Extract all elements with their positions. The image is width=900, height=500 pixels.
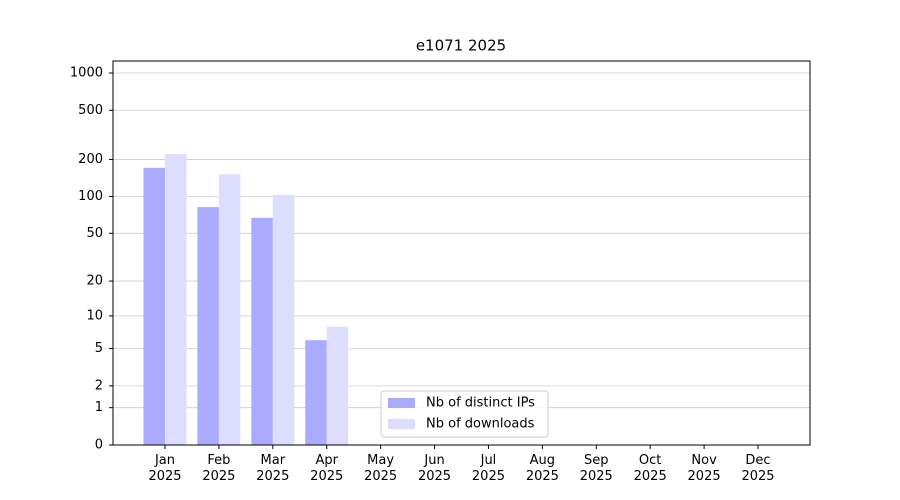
y-tick-label: 50 [86,226,103,241]
x-tick-label: Jul 2025 [471,453,505,484]
y-tick-label: 10 [86,308,103,323]
bar [326,326,349,445]
legend-label: Nb of downloads [426,417,535,432]
x-tick-label: Sep 2025 [579,453,613,484]
x-tick-label: Apr 2025 [310,453,344,484]
y-tick-label: 1 [95,400,103,415]
x-tick-label: Nov 2025 [687,453,721,484]
legend-label: Nb of distinct IPs [426,396,535,411]
legend-box [380,390,549,438]
bar [272,194,295,445]
x-tick-label: Feb 2025 [202,453,236,484]
y-tick-label: 2 [95,378,103,393]
y-tick-label: 1000 [70,66,103,81]
y-tick-label: 0 [95,438,103,453]
x-tick-label: May 2025 [364,453,398,484]
y-tick-label: 100 [78,189,103,204]
bar [143,167,165,445]
legend-swatch [388,398,415,408]
y-tick-label: 5 [95,341,103,356]
chart-title: e1071 2025 [416,37,506,55]
x-tick-label: Jun 2025 [417,453,452,484]
x-tick-label: Oct 2025 [633,453,667,484]
y-tick-label: 20 [86,274,103,289]
legend-swatch [388,419,415,429]
x-tick-label: Dec 2025 [741,453,775,484]
y-tick-label: 200 [78,152,103,167]
x-tick-label: Mar 2025 [256,453,290,484]
bar [251,217,273,445]
bar [165,154,187,446]
x-tick-label: Jan 2025 [148,453,182,484]
x-tick-label: Aug 2025 [525,453,559,484]
plot-frame [112,60,811,446]
bar [218,174,241,446]
y-tick-label: 500 [78,103,103,118]
bar [305,340,327,445]
bar [197,207,219,445]
